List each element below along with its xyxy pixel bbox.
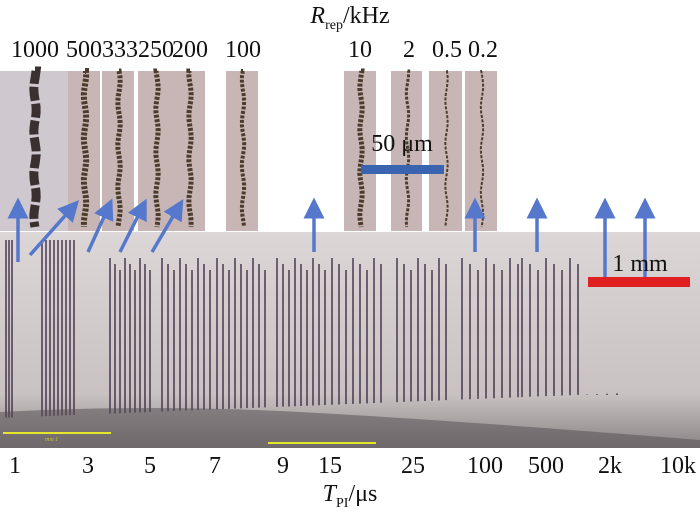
micro-scale-bar xyxy=(361,165,444,174)
bottom-axis-subscript: PI xyxy=(336,496,349,511)
macro-scale-label: 1 mm xyxy=(612,251,668,277)
track-500 xyxy=(80,68,90,228)
yellow-scale-line xyxy=(3,432,111,434)
track-2 xyxy=(404,69,411,228)
top-axis-symbol: R xyxy=(310,3,326,29)
bottom-axis-symbol: T xyxy=(322,481,337,507)
pulse-interval-label: 10k xyxy=(660,453,696,479)
rep-rate-label: 10 xyxy=(348,37,372,63)
micro-scale-label: 50 μm xyxy=(371,131,433,157)
microscope-overlay-text: mm 1 xyxy=(45,437,58,443)
rep-rate-label: 250 xyxy=(138,37,174,63)
rep-rate-label: 2 xyxy=(403,37,415,63)
pulse-interval-label: 25 xyxy=(401,453,425,479)
arrow-500 xyxy=(28,200,79,257)
bottom-axis-title: TPI/μs xyxy=(323,482,378,511)
rep-rate-label: 333 xyxy=(102,37,138,63)
track-10 xyxy=(357,68,365,228)
track-1000 xyxy=(29,66,42,228)
rep-rate-label: 0.2 xyxy=(468,37,498,63)
rep-rate-label: 100 xyxy=(225,37,261,63)
rep-rate-label: 0.5 xyxy=(432,37,462,63)
track-200 xyxy=(186,68,194,228)
arrow-250 xyxy=(118,198,147,253)
pulse-interval-label: 7 xyxy=(209,453,221,479)
pulse-interval-label: 9 xyxy=(277,453,289,479)
pulse-interval-label: 100 xyxy=(467,453,503,479)
top-axis-title: Rrep/kHz xyxy=(310,4,389,33)
pulse-interval-label: 2k xyxy=(598,453,622,479)
top-axis-subscript: rep xyxy=(325,18,343,33)
pulse-interval-label: 3 xyxy=(82,453,94,479)
macro-scale-bar xyxy=(588,277,690,287)
yellow-scale-line xyxy=(268,442,376,444)
pulse-interval-label: 1 xyxy=(9,453,21,479)
track-250 xyxy=(153,68,161,228)
arrow-200 xyxy=(150,198,184,253)
rep-rate-label: 500 xyxy=(66,37,102,63)
bottom-axis-unit: /μs xyxy=(348,481,378,507)
top-axis-unit: /kHz xyxy=(342,3,390,29)
pulse-interval-label: 500 xyxy=(528,453,564,479)
substrate-edge xyxy=(0,408,700,448)
pulse-interval-label: 15 xyxy=(318,453,342,479)
rep-rate-label: 200 xyxy=(172,37,208,63)
pulse-interval-label: 5 xyxy=(144,453,156,479)
arrow-333 xyxy=(86,198,114,253)
rep-rate-label: 1000 xyxy=(11,37,59,63)
